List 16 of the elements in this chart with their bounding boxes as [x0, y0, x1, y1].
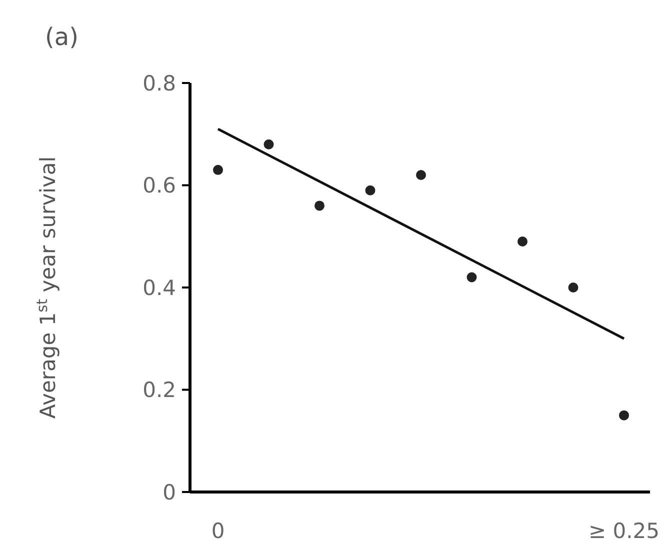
- point: [213, 164, 223, 175]
- x-tick-label: ≥ 0.25: [588, 519, 660, 543]
- y-tick-label: 0.8: [142, 71, 176, 96]
- point: [365, 185, 376, 196]
- y-tick-label: 0.4: [142, 276, 176, 300]
- point: [466, 272, 477, 282]
- point: [619, 410, 629, 420]
- point: [314, 200, 324, 211]
- y-tick-label: 0: [162, 480, 176, 504]
- chart-title: (a): [45, 23, 78, 51]
- y-tick-label: 0.2: [142, 378, 176, 402]
- y-tick-label: 0.6: [142, 174, 176, 198]
- point: [416, 170, 426, 180]
- point: [264, 139, 274, 150]
- point: [518, 236, 528, 246]
- point: [568, 282, 578, 292]
